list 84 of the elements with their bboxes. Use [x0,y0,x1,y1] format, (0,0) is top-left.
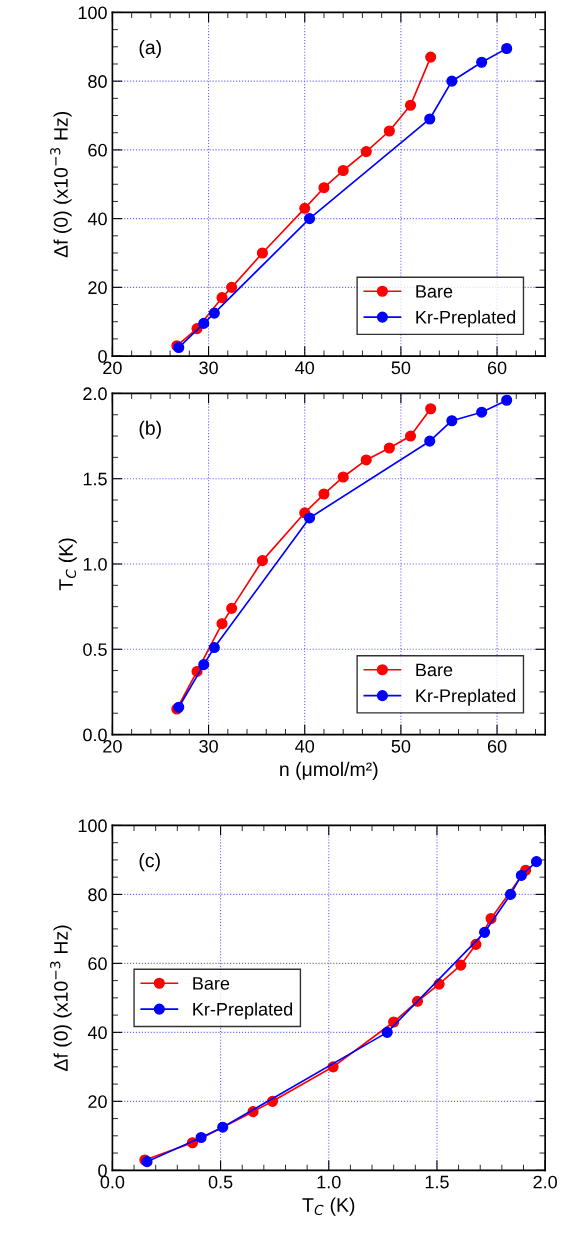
point [425,51,437,63]
y-tick-label: 1.5 [83,472,107,486]
point [381,1026,393,1038]
y-tick-label: 60 [88,143,107,157]
x-tick-label: 30 [199,361,218,375]
point [404,99,417,111]
y-tick-label: 0.5 [83,643,107,656]
point [198,317,210,329]
point [303,213,316,225]
point [530,856,543,868]
point [476,406,488,418]
legend-label: Kr-Preplated [416,310,516,328]
y-tick-label: 0.0 [83,728,107,742]
point [256,555,268,567]
y-tick-label: 20 [88,1095,107,1109]
y-tick-label: 40 [87,1026,107,1040]
point [404,430,417,442]
x-tick-label: 60 [487,361,507,375]
y-tick-label: 0 [98,350,107,363]
x-tick-label: 40 [295,739,315,753]
legend-label: Bare [416,663,453,677]
point [360,454,372,466]
point [504,888,517,900]
x-axis-title: n (μmol/m²) [280,761,378,780]
point [337,471,349,483]
annotation: (c) [139,853,160,872]
point [501,42,513,55]
y-tick-label: 100 [78,6,107,20]
x-tick-label: 50 [391,739,411,753]
point [501,394,513,406]
point [337,164,349,177]
point [476,56,488,68]
y-tick-label: 60 [88,957,107,971]
y-axis-title: T$_{C}$ (K) [58,538,77,591]
annotation: (b) [139,420,161,439]
y-tick-label: 40 [87,212,107,226]
point [424,113,436,125]
y-tick-label: 20 [88,281,107,295]
point [198,659,210,671]
point [515,869,527,881]
point [216,292,228,304]
y-tick-label: 1.0 [83,557,107,571]
point [446,75,458,87]
x-tick-label: 50 [391,361,411,375]
y-axis-title: Δf (0) (x10$^{−3}$ Hz) [50,925,72,1071]
annotation: (a) [139,39,161,59]
point [383,125,395,137]
legend-label: Kr-Preplated [416,688,516,706]
y-tick-label: 100 [78,819,107,833]
x-tick-label: 40 [295,361,315,375]
point [226,602,238,614]
y-tick-label: 0 [98,1164,107,1178]
point [446,415,458,427]
point [479,926,491,938]
point [216,618,228,630]
x-tick-label: 60 [487,739,507,753]
y-axis-title: Δf (0) (x10$^{−3}$ Hz) [50,111,72,258]
x-tick-label: 2.0 [533,1175,557,1189]
legend-label: Kr-Preplated [193,1002,293,1020]
x-tick-label: 0.5 [208,1175,233,1189]
point [217,1121,229,1133]
y-tick-label: 80 [88,75,107,88]
x-axis-title: T$_{C}$ (K) [302,1197,355,1216]
point [256,247,268,259]
point [299,202,311,214]
point [455,959,467,971]
legend-label: Bare [416,285,453,298]
x-tick-label: 1.5 [425,1175,449,1189]
point [195,1131,207,1144]
y-tick-label: 80 [88,888,107,902]
point [424,435,436,447]
x-tick-label: 30 [199,739,218,753]
legend-label: Bare [193,977,230,990]
x-tick-label: 1.0 [317,1175,341,1189]
y-tick-label: 2.0 [83,387,107,401]
point [226,281,238,293]
point [383,442,395,454]
point [303,512,316,524]
point [208,307,220,319]
point [318,182,330,194]
point [360,146,372,158]
point [318,488,330,500]
point [208,642,220,654]
point [425,403,437,415]
